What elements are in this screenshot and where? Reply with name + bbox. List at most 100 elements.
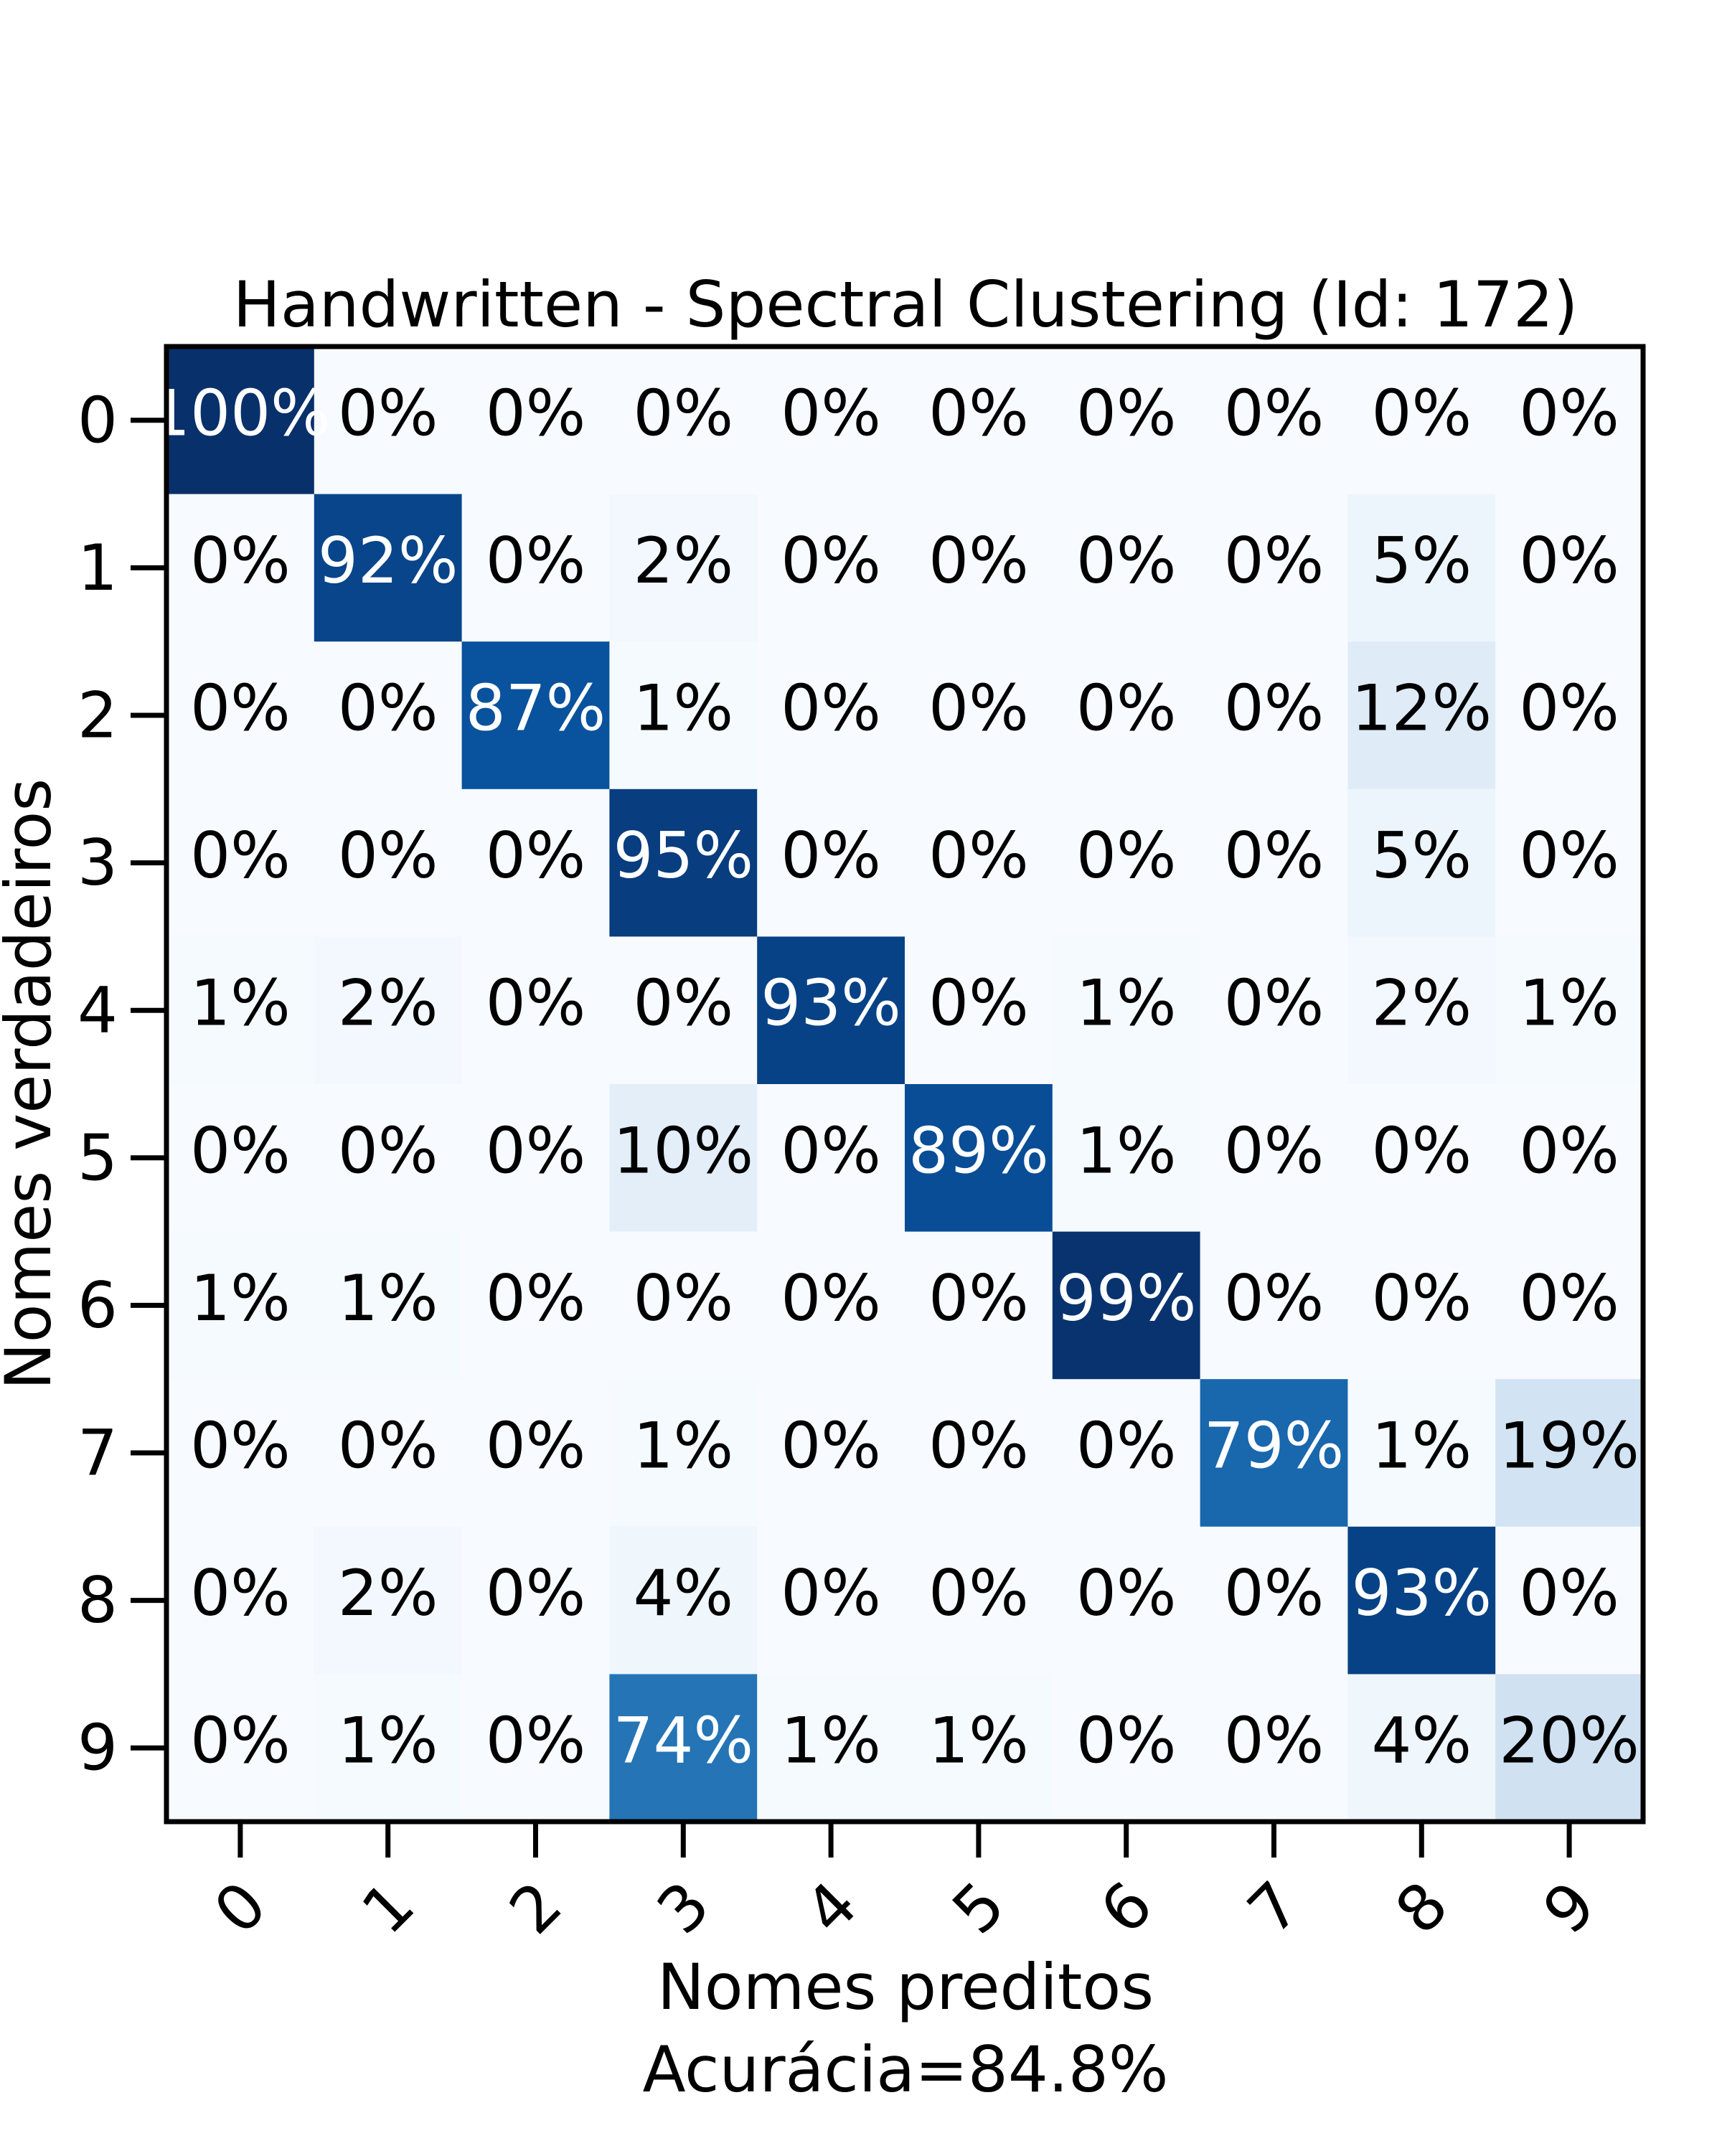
heatmap-cell (1052, 1231, 1201, 1380)
cell-value-label: 0% (486, 819, 586, 893)
x-tick-label: 0 (200, 1868, 281, 1948)
heatmap-cell (1495, 936, 1644, 1085)
cell-value-label: 1% (338, 1704, 438, 1778)
cell-value-label: 0% (928, 524, 1029, 598)
heatmap-cell (166, 1231, 315, 1380)
heatmap-cell (905, 789, 1053, 937)
heatmap-cell (757, 789, 905, 937)
cell-value-label: 1% (1076, 966, 1177, 1040)
x-tick-label: 4 (791, 1868, 871, 1948)
heatmap-cell (905, 347, 1053, 495)
cell-value-label: 0% (1519, 1114, 1619, 1187)
cell-value-label: 0% (1224, 1114, 1325, 1187)
cell-value-label: 0% (1224, 1261, 1325, 1335)
cell-value-label: 0% (486, 524, 586, 598)
heatmap-cell (757, 1084, 905, 1233)
heatmap-cell (166, 641, 315, 790)
cell-value-label: 0% (190, 672, 291, 745)
heatmap-cell (1495, 641, 1644, 790)
cell-value-label: 0% (1224, 1704, 1325, 1778)
cell-value-label: 0% (1371, 376, 1472, 450)
heatmap-cell (1200, 789, 1348, 937)
cell-value-label: 0% (338, 1409, 438, 1483)
cell-value-label: 74% (613, 1704, 754, 1778)
heatmap-cell (1347, 936, 1496, 1085)
cell-value-label: 0% (1224, 376, 1325, 450)
cell-value-label: 0% (1076, 376, 1177, 450)
cell-value-label: 0% (1519, 1556, 1619, 1630)
heatmap-cell (166, 936, 315, 1085)
cell-value-label: 0% (190, 1556, 291, 1630)
heatmap-cell (757, 347, 905, 495)
heatmap-cell (1495, 1379, 1644, 1527)
cell-value-label: 0% (1224, 524, 1325, 598)
heatmap-cell (461, 1526, 610, 1675)
y-tick-label: 1 (77, 531, 118, 605)
cell-value-label: 5% (1371, 819, 1472, 893)
cell-value-label: 1% (633, 1409, 733, 1483)
heatmap-cell (757, 1526, 905, 1675)
heatmap-cell (1200, 936, 1348, 1085)
heatmap-cell (1347, 347, 1496, 495)
heatmap-cell (1495, 1674, 1644, 1822)
cell-value-label: 0% (781, 672, 881, 745)
accuracy-label: Acurácia=84.8% (643, 2033, 1169, 2106)
heatmap-cell (757, 936, 905, 1085)
cell-value-label: 0% (928, 1409, 1029, 1483)
heatmap-cell (314, 1084, 463, 1233)
heatmap-cell (757, 1231, 905, 1380)
cell-value-label: 0% (928, 376, 1029, 450)
heatmap-cell (905, 1231, 1053, 1380)
cell-value-label: 89% (908, 1114, 1049, 1187)
heatmap-cell (314, 494, 463, 642)
heatmap-cell (166, 494, 315, 642)
heatmap-cell (1200, 641, 1348, 790)
cell-value-label: 5% (1371, 524, 1472, 598)
heatmap-cell (609, 1231, 758, 1380)
heatmap-cell (314, 1674, 463, 1822)
cell-value-label: 1% (1519, 966, 1619, 1040)
cell-value-label: 10% (613, 1114, 754, 1187)
heatmap-cell (609, 347, 758, 495)
cell-value-label: 0% (1519, 376, 1619, 450)
x-tick-label: 2 (495, 1868, 575, 1948)
heatmap-cell (166, 347, 315, 495)
cell-value-label: 0% (1519, 524, 1619, 598)
cell-value-label: 0% (1519, 672, 1619, 745)
cell-value-label: 19% (1499, 1409, 1639, 1483)
cell-value-label: 100% (150, 376, 331, 450)
cell-value-label: 0% (338, 672, 438, 745)
cell-value-label: 0% (781, 1409, 881, 1483)
cell-value-label: 20% (1499, 1704, 1639, 1778)
cell-value-label: 2% (633, 524, 733, 598)
heatmap-cell (1200, 1231, 1348, 1380)
cell-value-label: 0% (486, 1409, 586, 1483)
cell-value-label: 0% (1519, 819, 1619, 893)
heatmap-cell (314, 1231, 463, 1380)
y-tick-label: 8 (77, 1563, 118, 1637)
cell-value-label: 0% (190, 1114, 291, 1187)
heatmap-cell (1347, 1526, 1496, 1675)
cell-value-label: 0% (1076, 524, 1177, 598)
cell-value-label: 0% (1224, 1556, 1325, 1630)
x-axis-label: Nomes preditos (657, 1950, 1154, 2024)
heatmap-cell (1347, 1084, 1496, 1233)
cell-value-label: 0% (1076, 1704, 1177, 1778)
cell-value-label: 92% (318, 524, 458, 598)
cell-value-label: 0% (781, 1261, 881, 1335)
cell-value-label: 0% (486, 1114, 586, 1187)
heatmap-cell (1052, 1379, 1201, 1527)
heatmap-cell (1052, 1084, 1201, 1233)
x-tick-label: 7 (1233, 1868, 1314, 1948)
heatmap-cell (166, 1526, 315, 1675)
cell-value-label: 0% (1371, 1114, 1472, 1187)
x-tick-label: 9 (1529, 1868, 1609, 1948)
cell-value-label: 12% (1352, 672, 1492, 745)
cell-value-label: 1% (633, 672, 733, 745)
heatmap-cell (757, 1674, 905, 1822)
plot-frame (164, 344, 1646, 1825)
heatmap-cell (757, 1379, 905, 1527)
heatmap-cell (166, 789, 315, 937)
heatmap-cell (461, 1674, 610, 1822)
